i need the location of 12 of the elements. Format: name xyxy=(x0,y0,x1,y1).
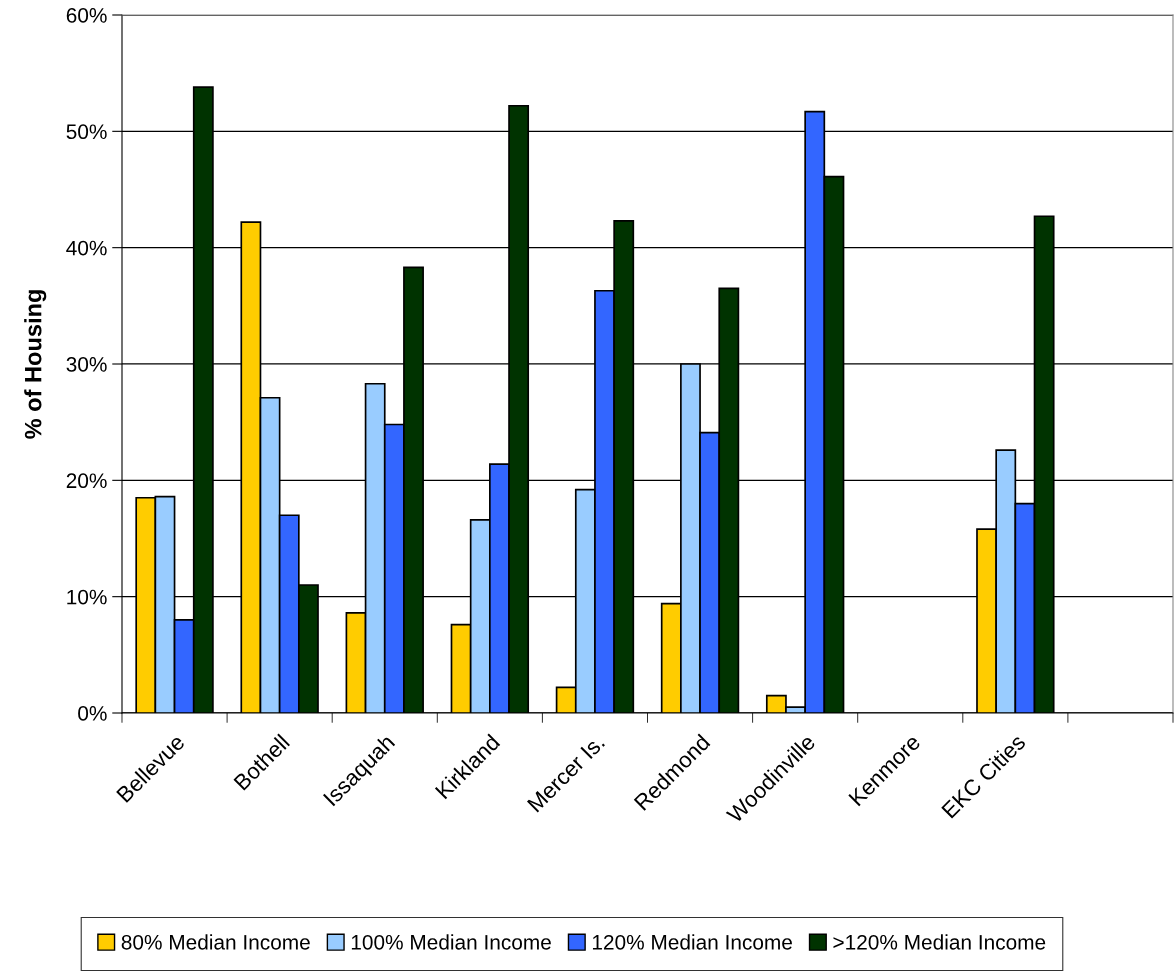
y-tick-label: 60% xyxy=(66,8,107,23)
legend-label: >120% Median Income xyxy=(833,934,1046,950)
y-tick-label: 30% xyxy=(66,357,107,372)
legend-label: 80% Median Income xyxy=(121,934,310,950)
legend-label: 120% Median Income xyxy=(592,934,792,950)
y-tick-label: 0% xyxy=(78,706,107,721)
y-tick-label: 40% xyxy=(66,240,107,256)
y-tick-label: 50% xyxy=(66,124,107,140)
y-tick-label: 20% xyxy=(66,473,107,489)
y-tick-label: 10% xyxy=(67,589,107,605)
y-axis-title: % of Housing xyxy=(24,290,47,439)
legend-label: 100% Median Income xyxy=(351,934,551,950)
